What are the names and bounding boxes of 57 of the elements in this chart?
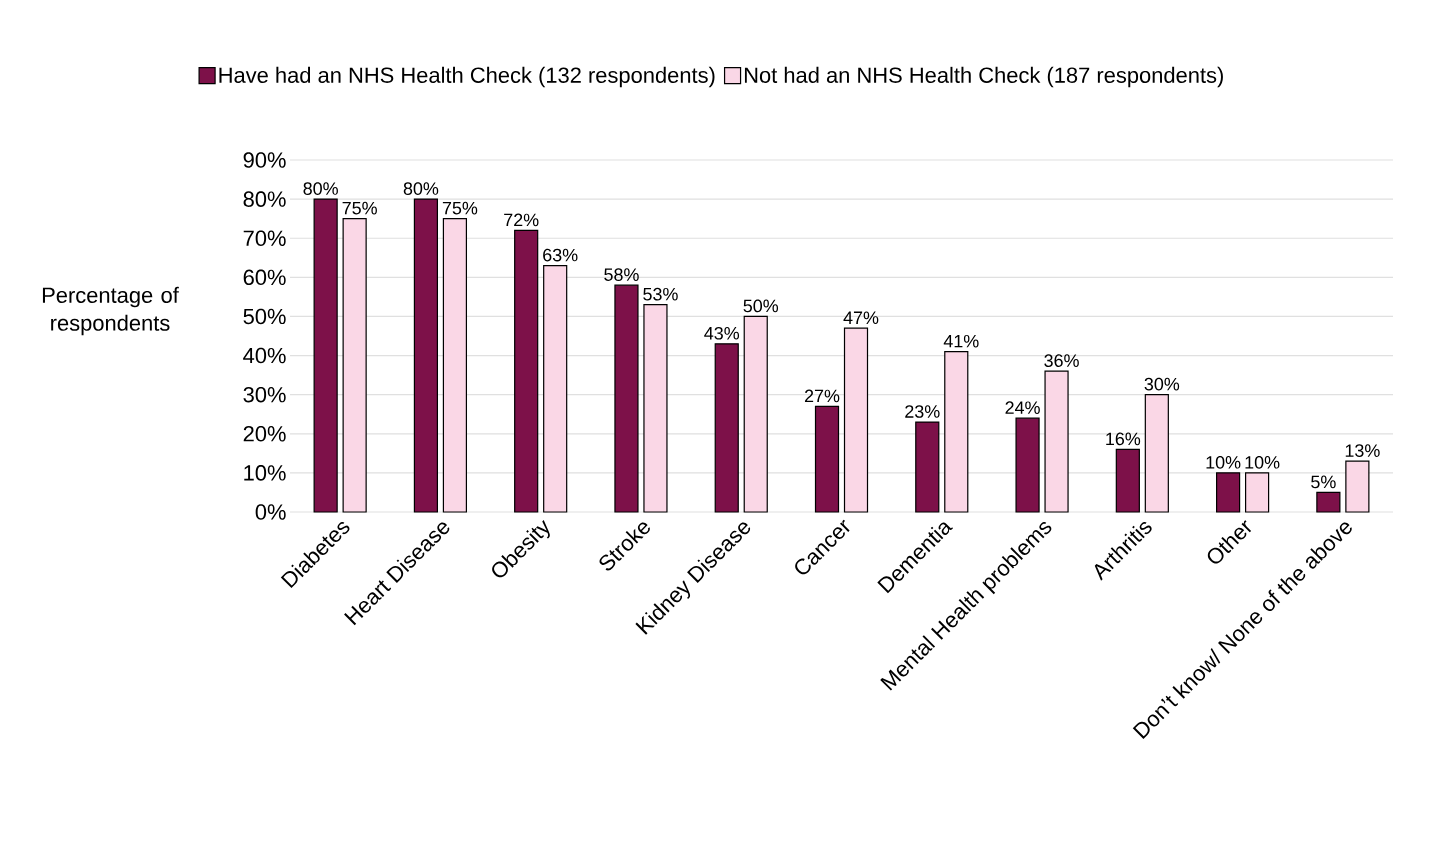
bar [1245,472,1270,513]
data-label: 24% [1005,401,1040,414]
data-label: 23% [905,405,940,418]
bar [1345,460,1370,513]
bar [342,218,367,513]
data-label: 75% [342,201,377,215]
bar [714,343,739,513]
y-tick-label: 10% [244,465,286,481]
data-label: 30% [1144,377,1180,391]
data-label: 10% [1206,455,1241,469]
bar [643,304,668,513]
bar [743,315,768,513]
bar [915,421,940,513]
data-label: 5% [1311,475,1336,489]
data-label: 50% [743,299,779,313]
y-tick-label: 90% [243,152,286,168]
bar [543,265,568,513]
bar [1316,491,1341,513]
data-label: 80% [303,182,338,195]
bar [514,229,539,513]
data-label: 63% [543,248,578,262]
data-label: 41% [943,334,979,348]
bar [814,405,840,513]
data-label: 47% [843,311,879,324]
bar [413,198,439,513]
bar [1115,448,1140,513]
y-tick-label: 50% [243,308,286,325]
bar [442,218,468,513]
legend-label: Not had an NHS Health Check (187 respondents) [744,66,1223,88]
bar [944,351,969,513]
data-label: 10% [1245,455,1280,469]
bar [843,327,869,513]
data-label: 53% [643,287,678,301]
y-tick-label: 40% [243,347,286,364]
bar [1044,370,1069,513]
data-label: 27% [804,389,840,403]
legend-label: Have had an NHS Health Check (132 respondents) [219,66,715,88]
data-label: 58% [604,268,639,281]
data-label: 43% [704,326,740,340]
bar [1144,394,1169,513]
data-label: 13% [1345,444,1380,457]
bar [1015,417,1040,513]
y-axis-title: Percentage of respondents [42,286,179,336]
bar [313,198,338,513]
data-label: 36% [1044,354,1079,367]
y-tick-label: 70% [243,230,286,246]
data-label: 80% [403,182,439,195]
y-tick-label: 60% [243,269,286,286]
bar [614,284,639,513]
data-label: 16% [1106,432,1141,446]
y-tick-label: 80% [243,191,286,207]
data-label: 75% [442,201,478,215]
y-tick-label: 0% [255,504,286,520]
y-tick-label: 30% [243,386,286,403]
y-tick-label: 20% [243,426,286,442]
data-label: 72% [504,213,539,227]
bar [1216,472,1241,513]
